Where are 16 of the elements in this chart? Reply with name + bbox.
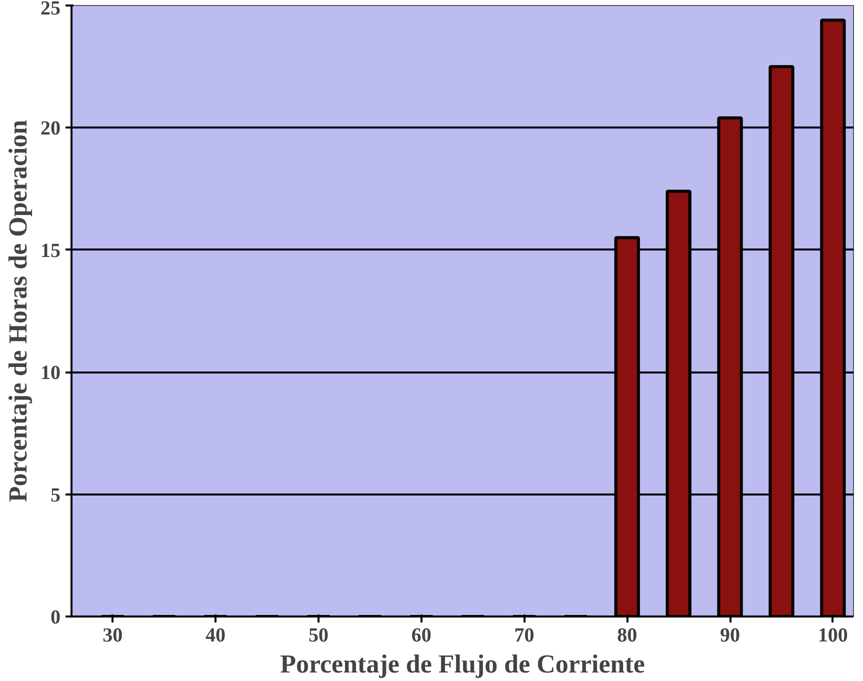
y-tick-label: 5 [50,484,60,506]
x-tick-label: 80 [617,624,638,646]
x-axis-title: Porcentaje de Flujo de Corriente [280,650,645,678]
x-tick-label: 90 [720,624,740,646]
y-tick-label: 15 [40,240,60,262]
x-tick-label: 60 [411,624,432,646]
x-tick-label: 100 [818,624,848,646]
x-tick-label: 50 [308,624,328,646]
y-axis-title: Porcentaje de Horas de Operacion [4,119,32,502]
y-tick-label: 20 [40,118,60,140]
x-tick-label: 70 [514,624,534,646]
x-tick-label: 30 [102,624,123,646]
x-tick-label: 40 [206,624,226,646]
y-tick-label: 0 [50,606,60,628]
y-tick-label: 10 [40,362,60,384]
y-tick-label: 25 [40,0,60,20]
